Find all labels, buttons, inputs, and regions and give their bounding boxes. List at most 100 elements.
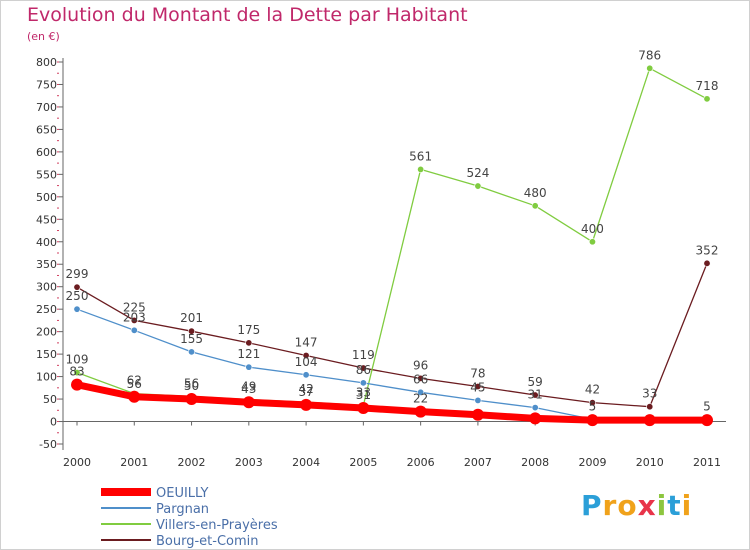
data-point xyxy=(531,391,539,399)
data-label: 121 xyxy=(237,347,260,361)
data-label: 33 xyxy=(356,385,371,399)
data-point xyxy=(245,339,253,347)
y-tick-label: -50 xyxy=(39,438,57,451)
y-tick-label: 0 xyxy=(50,416,57,429)
data-label: 43 xyxy=(241,382,256,396)
brand-letter: x xyxy=(637,489,657,522)
data-point xyxy=(703,95,711,103)
data-label: 561 xyxy=(409,149,432,163)
data-label: 66 xyxy=(413,372,428,386)
data-point xyxy=(531,404,539,412)
data-label: 400 xyxy=(581,222,604,236)
data-label: 155 xyxy=(180,332,203,346)
x-tick-label: 2004 xyxy=(292,456,320,469)
data-label: 5 xyxy=(703,399,711,413)
legend-label: OEUILLY xyxy=(156,486,209,501)
brand-letter: o xyxy=(617,489,638,522)
data-label: 56 xyxy=(184,376,199,390)
data-point xyxy=(302,351,310,359)
data-point xyxy=(188,327,196,335)
data-point xyxy=(300,398,313,411)
x-tick-label: 2003 xyxy=(235,456,263,469)
data-label: 147 xyxy=(295,335,318,349)
data-point xyxy=(646,64,654,72)
data-label: 49 xyxy=(241,380,256,394)
data-label: 718 xyxy=(696,79,719,93)
series-line-Bourg-et-Comin xyxy=(76,263,708,408)
data-point xyxy=(474,396,482,404)
chart-subtitle: (en €) xyxy=(27,30,60,43)
brand-letter: P xyxy=(581,489,603,522)
data-point xyxy=(359,379,367,387)
data-label: 31 xyxy=(528,388,543,402)
x-tick-label: 2009 xyxy=(578,456,606,469)
data-point xyxy=(414,405,427,418)
data-point xyxy=(417,374,425,382)
y-tick-label: 200 xyxy=(36,326,57,339)
data-point xyxy=(130,326,138,334)
data-label: 299 xyxy=(66,267,89,281)
data-label: 78 xyxy=(470,366,485,380)
data-label: 62 xyxy=(127,374,142,388)
x-tick-label: 2007 xyxy=(464,456,492,469)
data-label: 175 xyxy=(237,323,260,337)
x-tick-label: 2006 xyxy=(407,456,435,469)
data-label: 203 xyxy=(123,310,146,324)
x-tick-label: 2008 xyxy=(521,456,549,469)
data-point xyxy=(242,396,255,409)
brand-logo: Proxiti xyxy=(581,489,692,522)
data-label: 119 xyxy=(352,348,375,362)
y-tick-label: 50 xyxy=(43,393,57,406)
data-point xyxy=(359,364,367,372)
data-point xyxy=(643,414,656,427)
data-label: 786 xyxy=(638,48,661,62)
data-point xyxy=(73,369,81,377)
y-tick-label: 350 xyxy=(36,258,57,271)
y-tick-label: 500 xyxy=(36,191,57,204)
data-point xyxy=(474,182,482,190)
legend-label: Villers-en-Prayères xyxy=(156,518,278,533)
y-tick-label: 700 xyxy=(36,101,57,114)
x-tick-label: 2001 xyxy=(120,456,148,469)
data-label: 33 xyxy=(642,387,657,401)
data-label: 96 xyxy=(413,358,428,372)
y-tick-label: 150 xyxy=(36,348,57,361)
data-point xyxy=(128,390,141,403)
chart-title: Evolution du Montant de la Dette par Hab… xyxy=(27,4,468,26)
series-line-Villers-en-Prayères xyxy=(76,67,708,407)
x-tick-label: 2000 xyxy=(63,456,91,469)
x-tick-label: 2002 xyxy=(178,456,206,469)
data-point xyxy=(646,403,654,411)
data-point xyxy=(474,382,482,390)
brand-letter: r xyxy=(602,489,618,522)
data-point xyxy=(185,393,198,406)
data-label: 225 xyxy=(123,300,146,314)
data-point xyxy=(701,414,713,427)
brand-letter: i xyxy=(656,489,668,522)
x-tick-label: 2011 xyxy=(693,456,721,469)
data-point xyxy=(302,371,310,379)
data-label: 5 xyxy=(589,399,597,413)
data-label: 22 xyxy=(413,392,428,406)
x-tick-label: 2010 xyxy=(636,456,664,469)
data-label: 250 xyxy=(66,289,89,303)
y-tick-label: 800 xyxy=(36,56,57,69)
y-tick-label: 100 xyxy=(36,371,57,384)
data-label: 480 xyxy=(524,186,547,200)
y-tick-label: 400 xyxy=(36,236,57,249)
data-label: 59 xyxy=(528,375,543,389)
y-tick-label: 250 xyxy=(36,303,57,316)
data-point xyxy=(130,316,138,324)
series-line-OEUILLY xyxy=(76,381,707,424)
data-point xyxy=(73,305,81,313)
data-point xyxy=(471,408,484,421)
brand-letter: t xyxy=(667,489,682,522)
data-label: 352 xyxy=(696,243,719,257)
data-point xyxy=(71,378,83,391)
data-point xyxy=(531,202,539,210)
data-point xyxy=(73,283,81,291)
data-label: 31 xyxy=(356,388,371,402)
data-label: 50 xyxy=(184,379,199,393)
legend-label: Bourg-et-Comin xyxy=(156,534,259,549)
data-label: 56 xyxy=(127,377,142,391)
